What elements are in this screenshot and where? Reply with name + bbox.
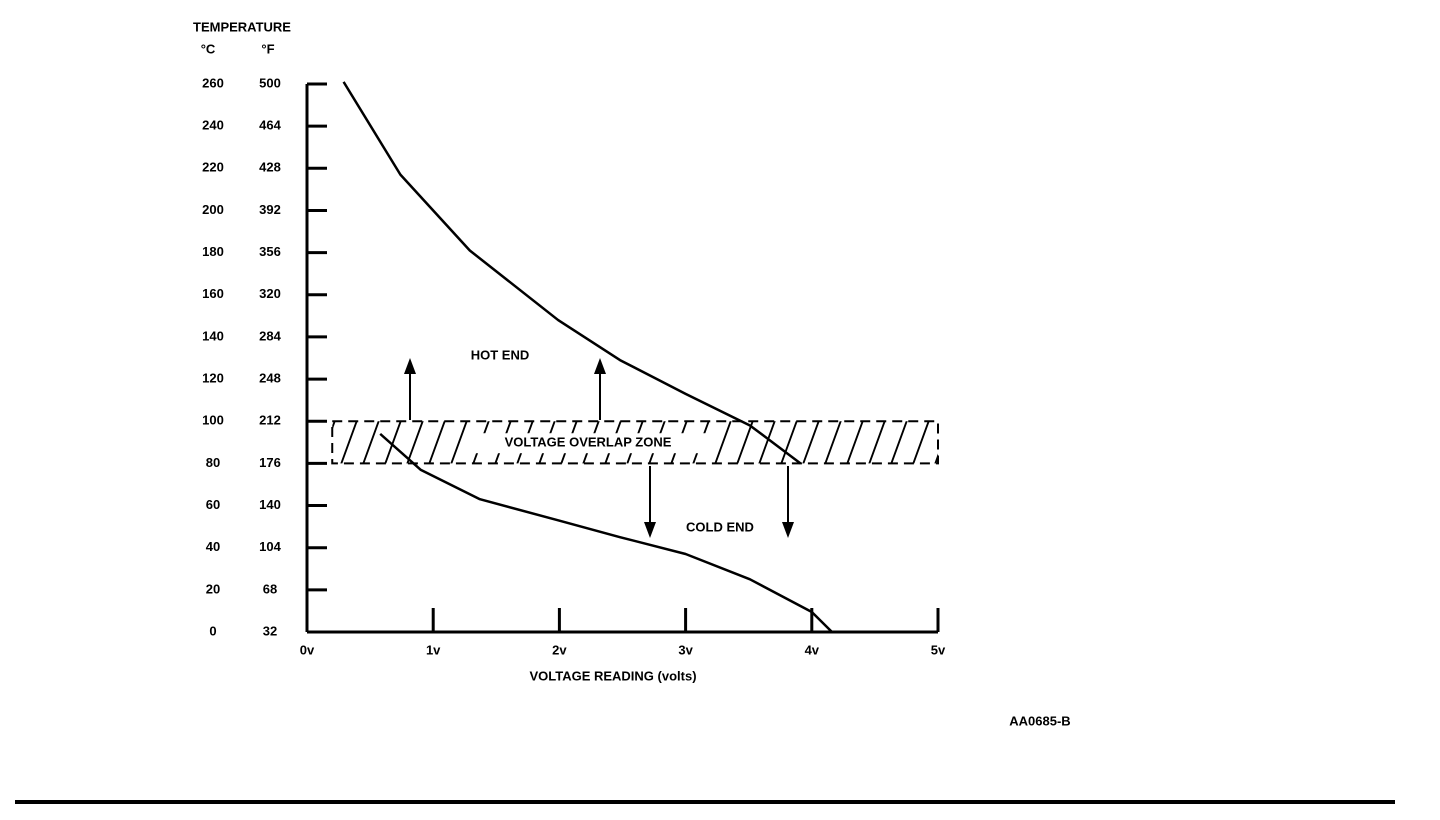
y-tick-label: 180: [202, 244, 224, 259]
cold-end-label: COLD END: [686, 519, 754, 534]
overlap-label-bg: [470, 433, 706, 454]
y2-tick-label: 464: [259, 118, 281, 133]
figure-id: AA0685-B: [1009, 713, 1070, 728]
y-unit: °C: [201, 41, 216, 56]
y2-tick-label: 140: [259, 497, 281, 512]
x-tick-label: 5v: [931, 642, 946, 657]
x-tick-label: 0v: [300, 642, 315, 657]
x-axis-label: VOLTAGE READING (volts): [529, 668, 696, 683]
arrows: [404, 358, 794, 538]
x-tick-label: 4v: [805, 642, 820, 657]
y-tick-label: 100: [202, 413, 224, 428]
y2-tick-label: 68: [263, 581, 277, 596]
y2-tick-label: 428: [259, 160, 281, 175]
y2-tick-label: 32: [263, 623, 277, 638]
hot-end-label: HOT END: [471, 347, 530, 362]
y2-unit: °F: [261, 41, 274, 56]
y-tick-label: 160: [202, 286, 224, 301]
y2-tick-label: 284: [259, 328, 281, 343]
y2-tick-label: 248: [259, 371, 281, 386]
y-tick-label: 240: [202, 118, 224, 133]
y2-tick-label: 176: [259, 455, 281, 470]
y2-tick-label: 392: [259, 202, 281, 217]
y2-tick-label: 356: [259, 244, 281, 259]
y2-tick-label: 500: [259, 75, 281, 90]
x-tick-label: 2v: [552, 642, 567, 657]
chart-title: TEMPERATURE: [193, 19, 291, 34]
series-line: [379, 432, 833, 633]
y2-tick-label: 104: [259, 539, 281, 554]
y-tick-label: 60: [206, 497, 220, 512]
y-tick-label: 200: [202, 202, 224, 217]
overlap-zone-label: VOLTAGE OVERLAP ZONE: [505, 435, 672, 450]
series-line: [342, 81, 802, 465]
x-tick-label: 1v: [426, 642, 441, 657]
y-tick-label: 0: [209, 623, 216, 638]
y2-tick-label: 212: [259, 413, 281, 428]
y-tick-label: 20: [206, 581, 220, 596]
y-tick-label: 220: [202, 160, 224, 175]
y-tick-label: 80: [206, 455, 220, 470]
y-tick-label: 260: [202, 75, 224, 90]
y-tick-label: 40: [206, 539, 220, 554]
x-tick-label: 3v: [678, 642, 693, 657]
y2-tick-label: 320: [259, 286, 281, 301]
y-tick-label: 120: [202, 371, 224, 386]
y-tick-label: 140: [202, 328, 224, 343]
